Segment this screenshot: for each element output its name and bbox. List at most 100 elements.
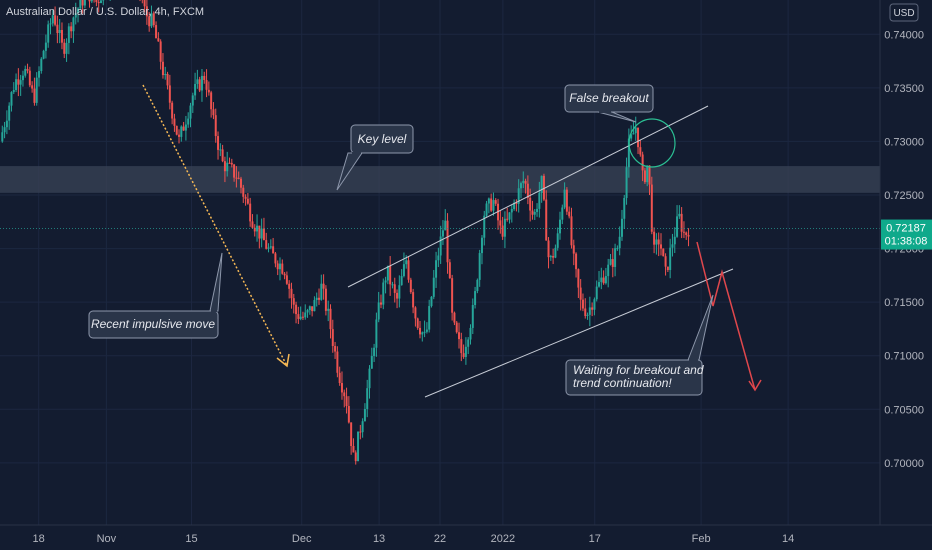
- candle-body: [187, 118, 190, 125]
- candle-body: [343, 392, 346, 397]
- waiting-breakout-note[interactable]: Waiting for breakout and trend continuat…: [565, 294, 714, 396]
- candle-body: [659, 244, 662, 249]
- candle-body: [322, 283, 325, 289]
- candle-body: [42, 50, 45, 59]
- candle-body: [262, 228, 265, 241]
- candle-body: [370, 356, 373, 369]
- candle-body: [35, 77, 38, 103]
- candle-body: [373, 347, 376, 357]
- candle-body: [178, 134, 181, 137]
- candle-body: [350, 422, 353, 446]
- candle-body: [448, 262, 451, 279]
- candle-body: [579, 287, 582, 300]
- candle-body: [625, 167, 628, 198]
- candle-body: [180, 126, 183, 137]
- candle-body: [499, 220, 502, 226]
- candle-body: [616, 248, 619, 250]
- candle-body: [627, 138, 630, 168]
- key-level-note[interactable]: Key level: [336, 124, 414, 191]
- candle-body: [678, 213, 681, 217]
- candle-body: [565, 189, 568, 212]
- candle-body: [492, 200, 495, 211]
- candle-body: [249, 203, 252, 222]
- candle-body: [221, 149, 224, 162]
- candle-body: [148, 16, 151, 27]
- candle-body: [295, 304, 298, 315]
- candle-body: [430, 296, 433, 307]
- candle-body: [600, 277, 603, 283]
- candle-body: [391, 284, 394, 286]
- candle-body: [508, 212, 511, 220]
- recent-impulsive-move-note[interactable]: Recent impulsive move: [88, 252, 223, 339]
- candle-body: [517, 188, 520, 204]
- candle-body: [435, 260, 438, 278]
- candle-body: [444, 220, 447, 231]
- candle-body: [352, 445, 355, 453]
- candle-body: [200, 75, 203, 91]
- candle-body: [545, 199, 548, 241]
- candle-body: [614, 248, 617, 267]
- time-axis-panel[interactable]: [0, 525, 880, 550]
- false-breakout-note[interactable]: False breakout: [564, 84, 654, 123]
- candle-body: [15, 79, 18, 91]
- candle-body: [570, 216, 573, 246]
- time-tick-label: Feb: [692, 533, 711, 545]
- candle-body: [47, 24, 50, 43]
- candle-body: [529, 197, 532, 211]
- time-tick-label: 2022: [491, 533, 515, 545]
- candle-body: [538, 192, 541, 209]
- candle-body: [598, 282, 601, 287]
- impulse-arrow: [142, 84, 290, 368]
- candle-body: [501, 225, 504, 237]
- candle-body: [680, 213, 683, 232]
- lower-channel-trendline[interactable]: [424, 268, 734, 398]
- upper-channel-trendline[interactable]: [347, 105, 709, 288]
- candle-body: [588, 307, 591, 315]
- candle-body: [155, 25, 158, 39]
- currency-selector[interactable]: USD: [889, 3, 919, 22]
- candle-body: [428, 306, 431, 330]
- candle-body: [425, 329, 428, 332]
- candle-body: [519, 183, 522, 189]
- last-price-tag: 0.72187 01:38:08: [881, 219, 932, 250]
- candle-body: [559, 219, 562, 234]
- candle-body: [318, 297, 321, 300]
- candle-body: [577, 269, 580, 288]
- candle-body: [451, 278, 454, 313]
- candle-body: [150, 13, 153, 27]
- waiting-label-line2: trend continuation!: [573, 376, 672, 390]
- candle-body: [10, 92, 13, 106]
- time-tick-label: 18: [33, 533, 45, 545]
- candle-body: [382, 282, 385, 305]
- candle-body: [272, 246, 275, 254]
- candle-body: [63, 42, 66, 54]
- candle-body: [97, 2, 100, 4]
- candle-body: [630, 134, 633, 139]
- candle-body: [274, 253, 277, 264]
- candle-body: [682, 231, 685, 233]
- time-tick-label: 22: [434, 533, 446, 545]
- candle-body: [673, 236, 676, 245]
- candle-body: [83, 0, 86, 6]
- candle-body: [676, 216, 679, 237]
- candle-body: [687, 234, 690, 237]
- candle-body: [416, 318, 419, 328]
- candle-body: [604, 276, 607, 284]
- candle-body: [143, 0, 146, 7]
- candle-body: [191, 95, 194, 106]
- candle-body: [313, 300, 316, 312]
- candle-body: [375, 319, 378, 348]
- candle-body: [345, 396, 348, 407]
- candle-body: [21, 75, 24, 81]
- candle-body: [44, 42, 47, 51]
- candle-body: [611, 259, 614, 267]
- candle-body: [88, 0, 91, 2]
- candle-body: [56, 24, 59, 34]
- candle-body: [379, 302, 382, 305]
- price-axis-panel[interactable]: [880, 0, 932, 550]
- candle-body: [334, 346, 337, 352]
- candle-body: [637, 127, 640, 148]
- candle-body: [242, 187, 245, 197]
- candle-body: [536, 208, 539, 212]
